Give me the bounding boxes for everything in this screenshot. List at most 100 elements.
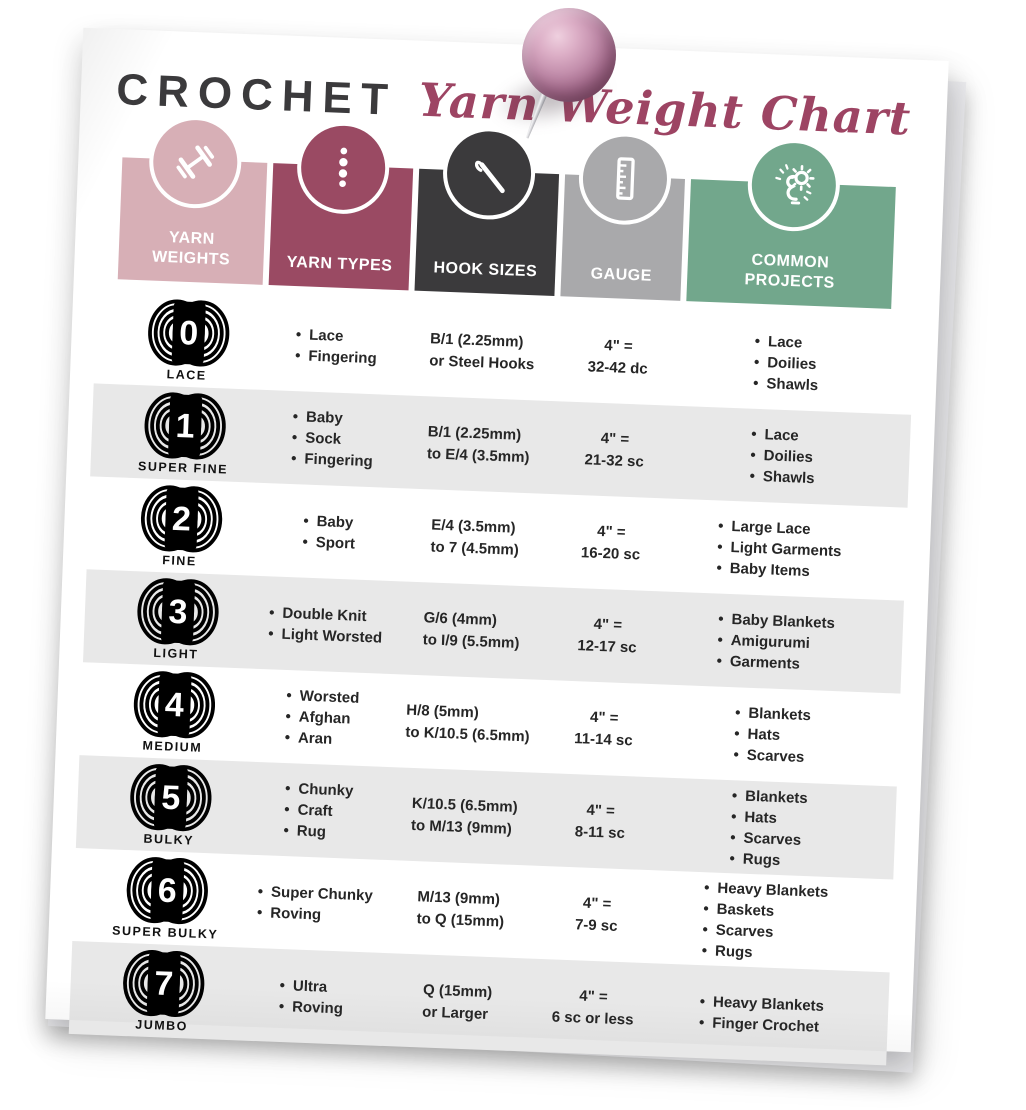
yarn-weight-table: 0 LACE LaceFingering B/1 (2.25mm)or Stee… bbox=[68, 290, 915, 1066]
yarn-skein-icon: 3 bbox=[136, 578, 219, 646]
yarn-weight-name: FINE bbox=[161, 553, 197, 569]
table-row: 3 LIGHT Double KnitLight Worsted G/6 (4m… bbox=[83, 569, 904, 694]
projects-list: Heavy BlanketsFinger Crochet bbox=[699, 991, 825, 1038]
column-header-yarn-types: YARN TYPES bbox=[268, 120, 414, 291]
yarn-skein-icon: 2 bbox=[140, 485, 222, 553]
yarn-types-cell: UltraRoving bbox=[241, 973, 383, 1020]
gauge-value: 4" = 32-42 dc bbox=[587, 336, 649, 378]
yarn-weight-symbol: 5 BULKY bbox=[96, 761, 244, 850]
hook-size-value: K/10.5 (6.5mm) to M/13 (9mm) bbox=[410, 794, 519, 838]
yarn-weight-number: 5 bbox=[160, 779, 180, 818]
gauge-value: 4" = 6 sc or less bbox=[551, 987, 634, 1029]
idea-gear-icon bbox=[764, 156, 822, 214]
gauge-value: 4" = 21-32 sc bbox=[584, 429, 645, 471]
yarn-types-list: BabySockFingering bbox=[291, 406, 375, 472]
hook-sizes-cell: M/13 (9mm) to Q (15mm) bbox=[390, 885, 532, 934]
gauge-cell: 4" = 6 sc or less bbox=[532, 983, 654, 1031]
yarn-weight-number: 0 bbox=[178, 314, 198, 353]
gauge-cell: 4" = 8-11 sc bbox=[539, 798, 661, 846]
table-row: 6 SUPER BULKY Super ChunkyRoving M/13 (9… bbox=[72, 848, 893, 972]
projects-list: Heavy BlanketsBasketsScarvesRugs bbox=[701, 877, 829, 966]
ruler-icon bbox=[596, 150, 654, 208]
gauge-cell: 4" = 12-17 sc bbox=[547, 612, 669, 660]
yarn-weight-number: 2 bbox=[171, 500, 191, 539]
yarn-skein-icon: 4 bbox=[133, 671, 215, 739]
gauge-value: 4" = 16-20 sc bbox=[580, 522, 641, 563]
yarn-types-list: WorstedAfghanAran bbox=[284, 685, 360, 751]
yarn-weight-symbol: 1 SUPER FINE bbox=[110, 389, 258, 478]
column-header-band-row: YARN WEIGHTS YARN TYPES bbox=[117, 114, 900, 309]
yarn-weight-number: 3 bbox=[167, 593, 187, 632]
yarn-weight-name: SUPER FINE bbox=[137, 459, 229, 477]
table-row: 0 LACE LaceFingering B/1 (2.25mm)or Stee… bbox=[94, 290, 915, 414]
yarn-types-circle bbox=[295, 120, 391, 216]
gauge-cell: 4" = 16-20 sc bbox=[550, 519, 672, 567]
hook-sizes-cell: B/1 (2.25mm) or Steel Hooks bbox=[411, 327, 553, 376]
column-header-gauge: GAUGE bbox=[560, 130, 685, 301]
gauge-circle bbox=[577, 130, 673, 227]
column-header-hook-sizes: HOOK SIZES bbox=[414, 125, 560, 297]
column-header-label: COMMON PROJECTS bbox=[744, 251, 836, 292]
yarn-types-cell: LaceFingering bbox=[266, 323, 408, 370]
hook-size-value: H/8 (5mm) to K/10.5 (6.5mm) bbox=[405, 701, 530, 745]
crochet-hook-icon bbox=[460, 144, 518, 202]
projects-list: LaceDoiliesShawls bbox=[753, 331, 820, 396]
table-row: 4 MEDIUM WorstedAfghanAran H/8 (5mm)to K… bbox=[79, 662, 900, 786]
projects-list: Baby BlanketsAmigurumiGarments bbox=[716, 609, 836, 676]
yarn-weight-symbol: 2 FINE bbox=[107, 482, 255, 571]
yarn-types-cell: Double KnitLight Worsted bbox=[255, 601, 397, 648]
column-header-common-projects: COMMON PROJECTS bbox=[686, 137, 896, 309]
yarn-types-list: UltraRoving bbox=[278, 974, 344, 1018]
yarn-skein-icon: 1 bbox=[144, 392, 226, 460]
common-projects-cell: Baby BlanketsAmigurumiGarments bbox=[672, 607, 879, 678]
hook-sizes-circle bbox=[441, 125, 537, 222]
yarn-types-list: Double KnitLight Worsted bbox=[268, 602, 383, 648]
hook-size-value: B/1 (2.25mm) or Steel Hooks bbox=[429, 330, 535, 373]
hook-size-value: B/1 (2.25mm) to E/4 (3.5mm) bbox=[426, 423, 530, 466]
yarn-skein-icon: 7 bbox=[122, 949, 204, 1018]
table-row: 1 SUPER FINE BabySockFingering B/1 (2.25… bbox=[90, 383, 912, 508]
table-row: 5 BULKY ChunkyCraftRug K/10.5 (6.5mm)to … bbox=[75, 755, 897, 880]
common-projects-cell: BlanketsHatsScarvesRugs bbox=[665, 782, 873, 874]
gauge-value: 4" = 7-9 sc bbox=[574, 894, 618, 935]
yarn-weight-number: 1 bbox=[174, 407, 194, 446]
column-header-label: GAUGE bbox=[590, 265, 653, 285]
hook-sizes-cell: Q (15mm) or Larger bbox=[386, 978, 528, 1027]
hook-size-value: G/6 (4mm) to I/9 (5.5mm) bbox=[422, 608, 520, 652]
common-projects-cell: Large LaceLight GarmentsBaby Items bbox=[676, 514, 883, 585]
chart-paper: CROCHET Yarn Weight Chart bbox=[45, 27, 949, 1066]
projects-list: BlanketsHatsScarvesRugs bbox=[729, 785, 808, 872]
gauge-value: 4" = 8-11 sc bbox=[574, 801, 626, 842]
yarn-skein-icon: 0 bbox=[147, 299, 229, 367]
yarn-weights-circle bbox=[147, 114, 243, 210]
yarn-weight-name: SUPER BULKY bbox=[111, 923, 219, 942]
yarn-weight-name: LACE bbox=[166, 367, 207, 383]
yarn-skein-icon: 6 bbox=[126, 857, 208, 925]
yarn-weight-name: JUMBO bbox=[135, 1017, 189, 1034]
yarn-types-cell: WorstedAfghanAran bbox=[251, 684, 393, 752]
title-crochet: CROCHET bbox=[115, 65, 398, 125]
gauge-cell: 4" = 7-9 sc bbox=[536, 891, 658, 939]
hook-sizes-cell: K/10.5 (6.5mm) to M/13 (9mm) bbox=[394, 792, 536, 841]
hook-sizes-cell: G/6 (4mm) to I/9 (5.5mm) bbox=[401, 606, 543, 655]
column-header-yarn-weights: YARN WEIGHTS bbox=[117, 114, 268, 285]
common-projects-circle bbox=[745, 137, 842, 233]
gauge-value: 4" = 11-14 sc bbox=[573, 708, 633, 749]
yarn-weight-number: 7 bbox=[153, 964, 173, 1003]
hook-size-value: E/4 (3.5mm) to 7 (4.5mm) bbox=[430, 516, 520, 559]
yarn-types-list: LaceFingering bbox=[295, 324, 378, 369]
common-projects-cell: LaceDoiliesShawls bbox=[683, 328, 890, 399]
yarn-weight-symbol: 4 MEDIUM bbox=[100, 668, 248, 757]
gauge-value: 4" = 12-17 sc bbox=[577, 615, 637, 656]
table-row: 2 FINE BabySport E/4 (3.5mm)to 7 (4.5mm)… bbox=[87, 476, 908, 600]
common-projects-cell: LaceDoiliesShawls bbox=[679, 421, 886, 492]
yarn-dots-icon bbox=[314, 139, 372, 197]
hook-sizes-cell: E/4 (3.5mm) to 7 (4.5mm) bbox=[404, 513, 546, 562]
dumbbell-icon bbox=[166, 133, 224, 191]
yarn-weight-number: 6 bbox=[157, 872, 177, 911]
push-pin bbox=[522, 8, 616, 102]
common-projects-cell: BlanketsHatsScarves bbox=[669, 700, 876, 771]
yarn-types-cell: Super ChunkyRoving bbox=[244, 880, 386, 927]
yarn-types-list: Super ChunkyRoving bbox=[257, 881, 373, 927]
projects-list: LaceDoiliesShawls bbox=[749, 424, 816, 489]
